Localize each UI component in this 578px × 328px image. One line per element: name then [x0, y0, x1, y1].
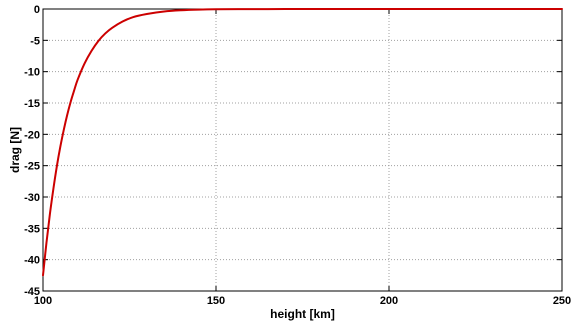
axis-ticks	[42, 8, 563, 292]
x-tick-label: 250	[553, 295, 571, 307]
y-tick-labels: 0 -5 -10 -15 -20 -25 -30 -35 -40 -45	[24, 4, 40, 298]
x-tick-label: 200	[380, 295, 398, 307]
y-tick-label: -35	[24, 223, 40, 235]
y-tick-label: -45	[24, 286, 40, 298]
y-axis-label: drag [N]	[8, 127, 22, 173]
y-tick-label: -30	[24, 192, 40, 204]
x-tick-labels: 100 150 200 250	[34, 295, 571, 307]
x-axis-label: height [km]	[270, 307, 335, 321]
y-tick-label: -40	[24, 255, 40, 267]
series-line	[42, 7, 563, 277]
y-tick-label: -15	[24, 98, 40, 110]
y-tick-label: -25	[24, 161, 40, 173]
x-tick-label: 150	[207, 295, 225, 307]
grid-lines	[43, 9, 562, 291]
series-layer	[42, 7, 563, 277]
x-tick-label: 100	[34, 295, 52, 307]
y-tick-label: -5	[30, 35, 40, 47]
plot-frame	[42, 8, 563, 292]
y-tick-label: -20	[24, 129, 40, 141]
y-tick-label: 0	[34, 4, 40, 16]
y-tick-label: -10	[24, 67, 40, 79]
